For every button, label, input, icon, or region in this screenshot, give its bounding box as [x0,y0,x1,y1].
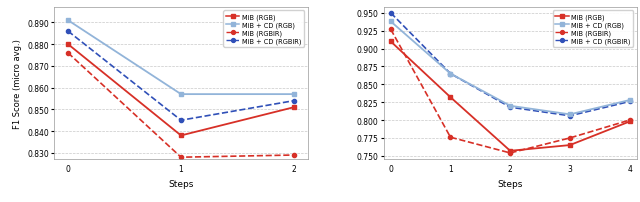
Y-axis label: F1 Score (micro avg.): F1 Score (micro avg.) [13,39,22,128]
Legend: MiB (RGB), MiB + CD (RGB), MiB (RGBIR), MiB + CD (RGBIR): MiB (RGB), MiB + CD (RGB), MiB (RGBIR), … [552,11,634,47]
Legend: MiB (RGB), MiB + CD (RGB), MiB (RGBIR), MiB + CD (RGBIR): MiB (RGB), MiB + CD (RGB), MiB (RGBIR), … [223,11,304,47]
X-axis label: Steps: Steps [497,179,523,188]
X-axis label: Steps: Steps [168,179,194,188]
